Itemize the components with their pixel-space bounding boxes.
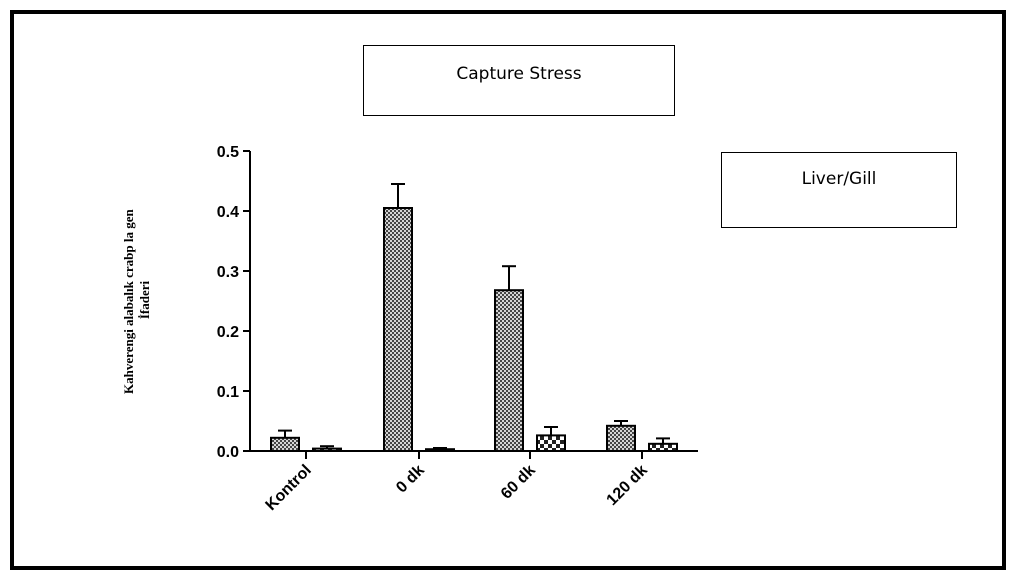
bar-series-1-1 (270, 436, 300, 452)
y-axis-label-line-2: İfaderi (137, 280, 152, 319)
y-tick-label: 0.0 (217, 444, 239, 461)
bar-series-1-2 (383, 207, 413, 452)
bar-series-2-1 (312, 447, 342, 453)
y-axis-label-line-1: Kahverengi alabalık crabp la gen (121, 209, 136, 394)
x-tick-label: 0 dk (393, 462, 428, 497)
bar-series-2-4 (648, 442, 678, 452)
y-tick-label: 0.3 (217, 264, 239, 281)
bar-series-2-3 (536, 434, 566, 452)
legend-box: Liver/Gill (721, 152, 957, 228)
y-tick-label: 0.2 (217, 324, 239, 341)
axes (249, 151, 698, 452)
x-tick-label: 120 dk (604, 462, 651, 509)
x-tick-label: 60 dk (498, 462, 539, 503)
y-tick-label: 0.5 (217, 144, 239, 161)
bar-series-2-2 (425, 448, 455, 453)
y-axis-label: Kahverengi alabalık crabp la gen İfaderi (121, 206, 152, 394)
bar-chart: 0.0 0.1 0.2 0.3 0.4 0.5 Kontrol 0 dk 60 dk 120 d… (121, 144, 698, 514)
bars (270, 183, 678, 453)
x-tick-label: Kontrol (263, 462, 315, 514)
y-ticks: 0.0 0.1 0.2 0.3 0.4 0.5 (217, 144, 250, 461)
y-tick-label: 0.4 (217, 204, 239, 221)
x-ticks: Kontrol 0 dk 60 dk 120 dk (263, 451, 651, 514)
chart-title: Capture Stress (363, 45, 675, 116)
bar-series-1-3 (494, 289, 524, 453)
bar-series-1-4 (606, 424, 636, 452)
y-tick-label: 0.1 (217, 384, 239, 401)
